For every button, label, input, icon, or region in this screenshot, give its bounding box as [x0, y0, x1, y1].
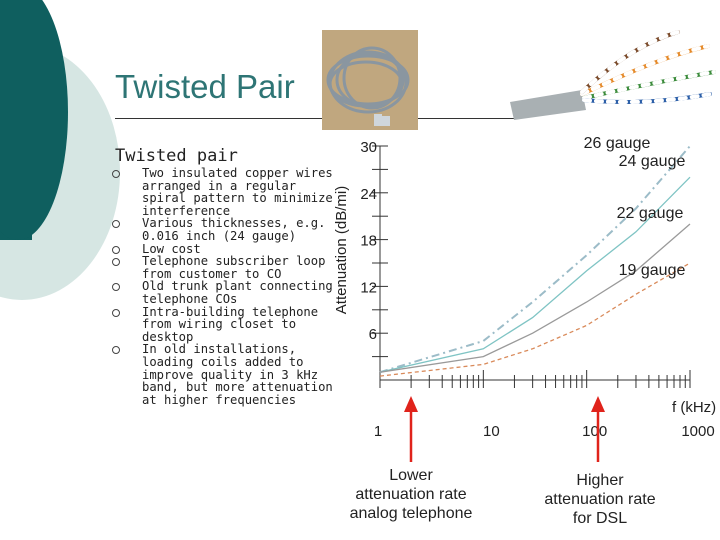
x-tick-label: 10 — [483, 423, 500, 440]
bullet-circle-icon — [112, 283, 120, 292]
slide-decoration — [0, 0, 120, 300]
x-tick-label: 100 — [582, 423, 607, 440]
bullet-item: Two insulated copper wires arranged in a… — [112, 167, 347, 217]
series-line — [379, 262, 691, 377]
callout-lower: Lower attenuation rate analog telephone — [349, 467, 473, 522]
bullet-circle-icon — [112, 258, 120, 267]
bullet-item: Old trunk plant connecting telephone COs — [112, 280, 347, 305]
y-tick-label: 30 — [360, 139, 377, 156]
bullet-heading: Twisted pair — [115, 146, 238, 166]
series-line — [379, 145, 691, 374]
dark-teal-ellipse — [0, 0, 68, 240]
bullet-item: Low cost — [112, 242, 347, 256]
y-tick-label: 24 — [360, 186, 377, 203]
series-label: 24 gauge — [619, 153, 686, 170]
y-axis-label: Attenuation (dB/mi) — [333, 186, 350, 314]
title-rule — [115, 118, 515, 119]
x-tick-label: 1000 — [681, 423, 714, 440]
cable-coil-photo — [322, 30, 418, 130]
series-label: 26 gauge — [584, 135, 651, 152]
bullet-item: Telephone subscriber loop from customer … — [112, 255, 347, 280]
x-axis-label: f (kHz) — [672, 399, 716, 416]
series-line — [379, 176, 691, 373]
bullet-circle-icon — [112, 245, 120, 254]
bullet-circle-icon — [112, 346, 120, 355]
bullet-item: Various thicknesses, e.g. 0.016 inch (24… — [112, 217, 347, 242]
slide-title: Twisted Pair — [115, 68, 295, 105]
y-tick-label: 18 — [360, 233, 377, 250]
bullet-item: In old installations, loading coils adde… — [112, 343, 347, 406]
series-line — [379, 223, 691, 373]
series-label: 19 gauge — [619, 262, 686, 279]
y-tick-label: 12 — [360, 279, 377, 296]
bullet-list: Two insulated copper wires arranged in a… — [112, 167, 347, 406]
up-arrow-icon — [591, 396, 605, 462]
callout-higher: Higher attenuation rate for DSL — [544, 472, 656, 527]
up-arrow-icon — [404, 396, 418, 462]
bullet-circle-icon — [112, 220, 120, 229]
bullet-circle-icon — [112, 308, 120, 317]
bullet-circle-icon — [112, 170, 120, 178]
y-tick-label: 6 — [369, 326, 377, 343]
bullet-item: Intra-building telephone from wiring clo… — [112, 305, 347, 344]
cable-end-photo — [510, 30, 716, 120]
x-tick-label: 1 — [374, 423, 382, 440]
series-label: 22 gauge — [617, 205, 684, 222]
